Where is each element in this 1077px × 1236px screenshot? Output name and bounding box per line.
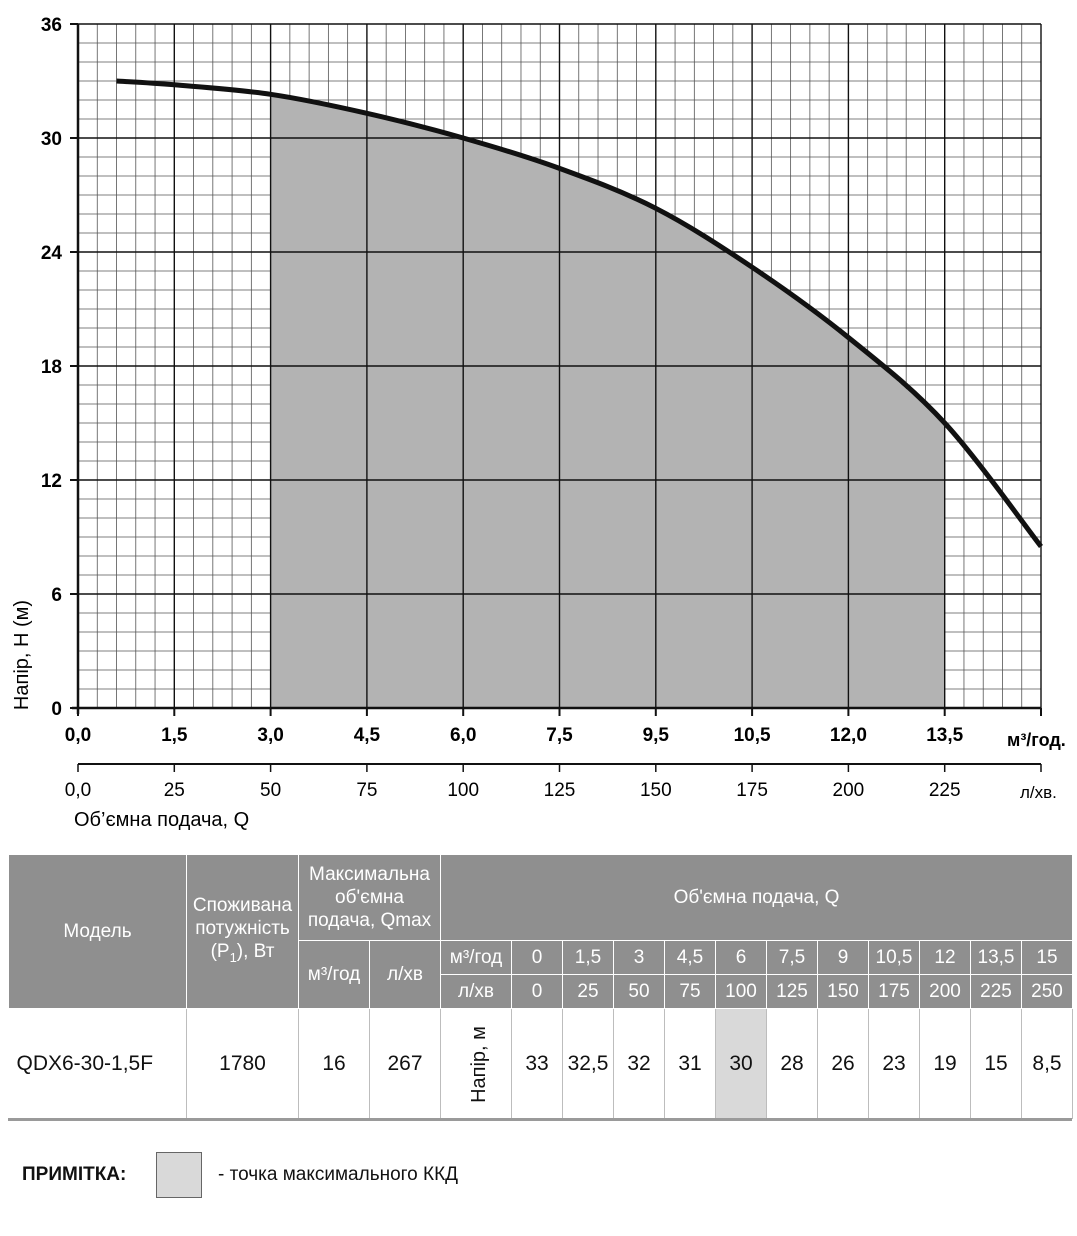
header-unit-lmin: л/хв xyxy=(440,974,512,1009)
header-flow-lmin: 100 xyxy=(715,974,767,1009)
header-flow-m3: 12 xyxy=(919,940,971,975)
header-flow-lmin: 250 xyxy=(1021,974,1073,1009)
x-tick-label-primary: 7,5 xyxy=(546,725,573,746)
cell-head: 33 xyxy=(511,1008,563,1119)
x-tick-label-primary: 0,0 xyxy=(65,725,91,746)
x-tick-label-primary: 3,0 xyxy=(257,725,283,746)
header-flow-lmin: 200 xyxy=(919,974,971,1009)
x-axis-unit-secondary: л/хв. xyxy=(1020,783,1057,802)
header-model: Модель xyxy=(8,854,187,1009)
y-tick-label: 18 xyxy=(41,357,62,378)
x-tick-label-primary: 9,5 xyxy=(643,725,670,746)
cell-head: 15 xyxy=(970,1008,1022,1119)
header-flow-lmin: 75 xyxy=(664,974,716,1009)
y-tick-label: 6 xyxy=(51,585,62,606)
cell-head-max-efficiency: 30 xyxy=(715,1008,767,1119)
x-tick-label-secondary: 0,0 xyxy=(65,780,91,801)
note-swatch xyxy=(156,1152,202,1198)
x-tick-label-secondary: 25 xyxy=(164,780,185,801)
header-flow-m3: 6 xyxy=(715,940,767,975)
pump-performance-chart: 0 6 12 18 24 30 36 0,0 0,0 1,5 25 3,0 50 4,5 75 6,0 100 7… xyxy=(11,15,1066,831)
x-axis-label: Об’ємна подача, Q xyxy=(74,809,249,831)
cell-qmax-lmin: 267 xyxy=(369,1008,441,1119)
header-flow-m3: 9 xyxy=(817,940,869,975)
cell-head: 26 xyxy=(817,1008,869,1119)
cell-head: 19 xyxy=(919,1008,971,1119)
chart-ticks: 0 6 12 18 24 30 36 0,0 0,0 1,5 25 3,0 50 4,5 75 6,0 100 7… xyxy=(41,15,1042,801)
header-flow-m3: 1,5 xyxy=(562,940,614,975)
header-flow-lmin: 225 xyxy=(970,974,1022,1009)
header-qmax: Максимальна об'ємна подача, Qmax xyxy=(298,854,441,941)
x-tick-label-secondary: 75 xyxy=(356,780,377,801)
header-flow-m3: 7,5 xyxy=(766,940,818,975)
header-flow-m3: 3 xyxy=(613,940,665,975)
header-flow-lmin: 0 xyxy=(511,974,563,1009)
header-qmax-m3: м³/год xyxy=(298,940,370,1009)
x-tick-label-primary: 13,5 xyxy=(926,725,963,746)
header-power: Споживана потужність (P1), Вт xyxy=(186,854,299,1009)
header-qmax-lmin: л/хв xyxy=(369,940,441,1009)
table-bottom-rule xyxy=(8,1118,1072,1121)
y-axis-label: Напір, Н (м) xyxy=(11,600,33,710)
x-tick-label-primary: 12,0 xyxy=(830,725,867,746)
cell-qmax-m3: 16 xyxy=(298,1008,370,1119)
x-tick-label-secondary: 225 xyxy=(929,780,961,801)
header-unit-m3: м³/год xyxy=(440,940,512,975)
x-tick-label-secondary: 150 xyxy=(640,780,672,801)
cell-head: 31 xyxy=(664,1008,716,1119)
header-flow-m3: 0 xyxy=(511,940,563,975)
cell-model: QDX6-30-1,5F xyxy=(8,1008,187,1119)
header-flow: Об'ємна подача, Q xyxy=(440,854,1073,941)
header-flow-m3: 13,5 xyxy=(970,940,1022,975)
cell-head: 23 xyxy=(868,1008,920,1119)
note: ПРИМІТКА: - точка максимального ККД xyxy=(22,1152,458,1198)
x-axis-unit-primary: м³/год. xyxy=(1007,730,1066,750)
header-flow-lmin: 150 xyxy=(817,974,869,1009)
cell-head: 32,5 xyxy=(562,1008,614,1119)
x-tick-label-primary: 1,5 xyxy=(161,725,188,746)
x-tick-label-secondary: 50 xyxy=(260,780,281,801)
y-tick-label: 12 xyxy=(41,471,62,492)
cell-head: 28 xyxy=(766,1008,818,1119)
header-flow-m3: 15 xyxy=(1021,940,1073,975)
x-tick-label-primary: 4,5 xyxy=(354,725,381,746)
header-flow-lmin: 50 xyxy=(613,974,665,1009)
performance-table: Модель Споживана потужність (P1), Вт Мак… xyxy=(8,854,1073,1119)
working-range-area xyxy=(270,94,945,709)
x-tick-label-secondary: 175 xyxy=(736,780,768,801)
header-flow-lmin: 25 xyxy=(562,974,614,1009)
y-tick-label: 24 xyxy=(41,243,63,264)
cell-power: 1780 xyxy=(186,1008,299,1119)
header-flow-lmin: 175 xyxy=(868,974,920,1009)
cell-head: 32 xyxy=(613,1008,665,1119)
x-tick-label-primary: 10,5 xyxy=(734,725,771,746)
header-flow-lmin: 125 xyxy=(766,974,818,1009)
x-tick-label-secondary: 125 xyxy=(544,780,576,801)
cell-head: 8,5 xyxy=(1021,1008,1073,1119)
note-label: ПРИМІТКА: xyxy=(22,1164,127,1185)
series-curve xyxy=(116,78,1043,549)
note-text: - точка максимального ККД xyxy=(218,1164,459,1185)
cell-head-label: Напір, м xyxy=(440,1008,512,1119)
y-tick-label: 0 xyxy=(51,699,62,720)
y-tick-label: 30 xyxy=(41,129,62,150)
y-tick-label: 36 xyxy=(41,15,62,36)
header-flow-m3: 10,5 xyxy=(868,940,920,975)
header-flow-m3: 4,5 xyxy=(664,940,716,975)
x-tick-label-secondary: 200 xyxy=(833,780,865,801)
x-tick-label-secondary: 100 xyxy=(447,780,479,801)
x-tick-label-primary: 6,0 xyxy=(450,725,476,746)
